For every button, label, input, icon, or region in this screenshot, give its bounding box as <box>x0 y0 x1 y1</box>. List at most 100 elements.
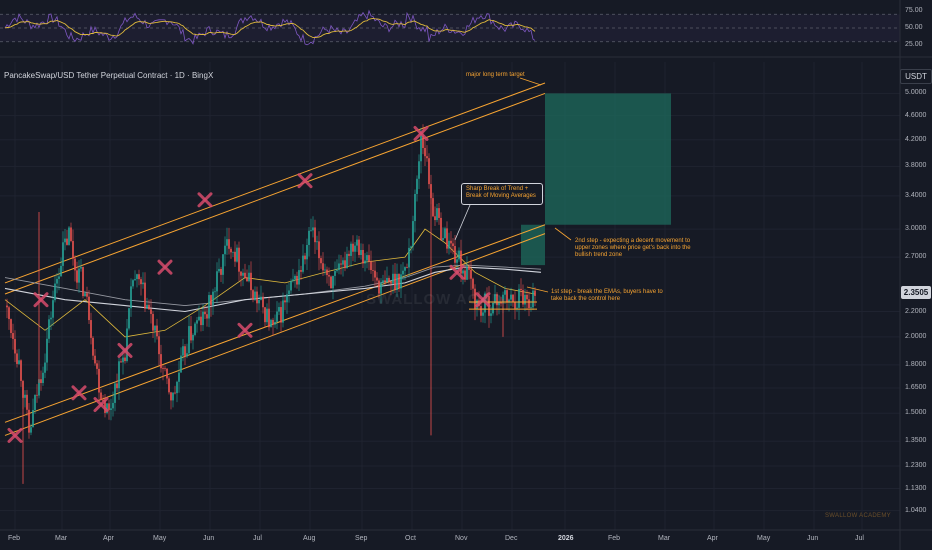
candle-body <box>516 307 518 309</box>
candle-body <box>258 299 260 304</box>
candle-body <box>8 307 10 320</box>
candle-body <box>122 357 124 363</box>
candle-body <box>54 283 56 301</box>
candle-body <box>404 267 406 271</box>
candle-body <box>6 305 8 308</box>
target-zone-1 <box>521 224 545 266</box>
candle-body <box>248 272 250 282</box>
candle-body <box>214 291 216 293</box>
candle-body <box>56 278 58 284</box>
candle-body <box>32 410 34 428</box>
candle-body <box>164 368 166 370</box>
candle-body <box>128 308 130 329</box>
candle-body <box>464 270 466 280</box>
candle-body <box>440 217 442 241</box>
time-tick-label: Apr <box>707 535 718 542</box>
candle-body <box>14 338 16 354</box>
candle-body <box>524 294 526 305</box>
candle-body <box>20 360 22 381</box>
last-price-label: 2.3505 <box>901 286 931 299</box>
price-tick-label: 3.0000 <box>905 225 927 233</box>
candle-body <box>126 328 128 362</box>
candle-body <box>112 402 114 409</box>
candle-body <box>378 280 380 294</box>
candle-body <box>180 355 182 373</box>
time-tick-label: Nov <box>455 535 468 542</box>
candle-body <box>508 299 510 303</box>
candle-body <box>148 304 150 310</box>
arrow-step1 <box>526 286 549 293</box>
candle-body <box>30 427 32 433</box>
candle-body <box>342 260 344 265</box>
x-marker-1 <box>33 292 49 308</box>
annotation-arrows <box>454 77 572 293</box>
candle-body <box>306 244 308 260</box>
candle-body <box>266 308 268 323</box>
candle-body <box>364 260 366 264</box>
candle-body <box>454 246 456 263</box>
candle-body <box>282 300 284 323</box>
candle-body <box>182 346 184 356</box>
moving-averages <box>4 228 542 338</box>
candle-body <box>294 275 296 280</box>
candle-body <box>62 242 64 266</box>
time-tick-label: May <box>153 535 167 542</box>
candle-body <box>422 135 424 148</box>
candle-body <box>230 248 232 253</box>
candle-body <box>344 260 346 269</box>
candle-body <box>202 311 204 326</box>
currency-label[interactable]: USDT <box>900 69 932 84</box>
price-tick-label: 1.0400 <box>905 506 927 514</box>
time-tick-label: Jul <box>253 535 262 542</box>
target-zone-0 <box>545 93 671 225</box>
candle-body <box>444 228 446 239</box>
rsi-tick-label: 25.00 <box>905 41 923 49</box>
price-tick-label: 4.2000 <box>905 135 927 143</box>
candle-body <box>522 290 524 305</box>
candle-body <box>432 198 434 217</box>
candle-body <box>412 221 414 247</box>
candle-body <box>256 291 258 304</box>
candle-body <box>322 263 324 271</box>
candle-body <box>132 280 134 287</box>
candle-body <box>326 269 328 276</box>
candle-body <box>196 320 198 324</box>
candle-body <box>360 249 362 255</box>
candle-body <box>410 246 412 248</box>
candle-body <box>356 239 358 246</box>
candle-body <box>402 270 404 275</box>
candle-body <box>300 270 302 272</box>
candle-body <box>94 355 96 364</box>
rsi-ma-line <box>4 17 536 39</box>
candle-body <box>246 277 248 282</box>
candle-body <box>194 323 196 335</box>
ema-slow-line <box>4 266 542 313</box>
candle-body <box>82 266 84 297</box>
arrow-step2 <box>554 227 572 241</box>
candle-body <box>312 227 314 231</box>
candle-body <box>178 372 180 382</box>
x-marker-0 <box>7 427 23 443</box>
candle-body <box>276 311 278 322</box>
candle-body <box>448 240 450 249</box>
time-tick-label: Feb <box>608 535 621 542</box>
candle-body <box>84 293 86 297</box>
candle-body <box>400 274 402 289</box>
candle-body <box>418 161 420 179</box>
candle-body <box>498 302 500 306</box>
time-tick-label: Mar <box>55 535 68 542</box>
candle-body <box>336 270 338 272</box>
candle-body <box>98 368 100 393</box>
candle-body <box>144 282 146 309</box>
candle-body <box>370 261 372 271</box>
x-marker-4 <box>117 342 133 358</box>
candle-body <box>456 259 458 263</box>
candle-body <box>110 408 112 410</box>
candle-body <box>152 313 154 331</box>
candle-body <box>140 279 142 285</box>
candle-body <box>420 135 422 162</box>
candle-body <box>28 409 30 433</box>
candle-body <box>228 239 230 249</box>
candle-body <box>162 368 164 370</box>
